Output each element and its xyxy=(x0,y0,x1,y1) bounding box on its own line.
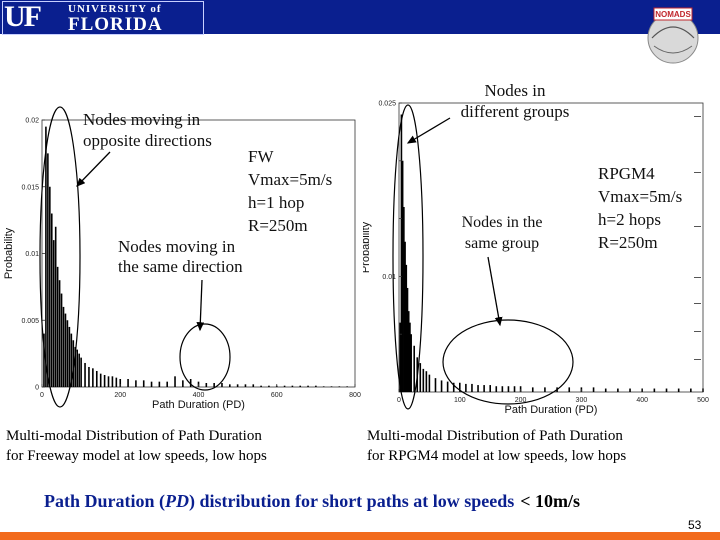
rpgm4-param-model: RPGM4 xyxy=(598,164,655,183)
y-tick-label: 0.01 xyxy=(382,274,396,281)
freeway-param-hops: h=1 hop xyxy=(248,193,305,212)
rpgm4-param-hops: h=2 hops xyxy=(598,210,661,229)
x-tick-label: 0 xyxy=(397,397,401,404)
rpgm4-param-vmax: Vmax=5m/s xyxy=(598,187,683,206)
x-tick-label: 800 xyxy=(349,392,361,399)
uf-university-line: UNIVERSITY of xyxy=(68,3,162,15)
rpgm4-caption-line2: for RPGM4 model at low speeds, low hops xyxy=(367,448,627,464)
nomads-logo: NOMADS xyxy=(647,7,699,64)
dash-mark xyxy=(694,277,701,278)
dash-mark xyxy=(694,116,701,117)
page-number: 53 xyxy=(688,518,702,532)
arrow-opposite xyxy=(76,151,111,187)
same-direction-ellipse xyxy=(179,323,231,391)
dash-mark xyxy=(694,331,701,332)
arrow-same-direction xyxy=(196,279,205,332)
dash-mark xyxy=(694,359,701,360)
rpgm4-pd-chart: 0 100 200 300 400 500 0.01 0.025 Path Duration (… xyxy=(363,101,709,417)
uf-florida-line: FLORIDA xyxy=(68,14,163,35)
callout-different-line2: different groups xyxy=(460,102,570,121)
summary-limit: < 10m/s xyxy=(520,491,580,511)
y-tick-label: 0.02 xyxy=(25,118,39,125)
x-tick-label: 100 xyxy=(454,397,466,404)
x-tick-label: 500 xyxy=(697,397,709,404)
slide-summary: Path Duration (PD) distribution for shor… xyxy=(44,491,580,512)
y-tick-label: 0 xyxy=(35,385,39,392)
plot-frame xyxy=(398,102,704,393)
freeway-param-vmax: Vmax=5m/s xyxy=(248,170,333,189)
dash-mark xyxy=(694,303,701,304)
callout-same-direction-line1: Nodes moving in xyxy=(118,237,236,256)
callout-same-group-line1: Nodes in the xyxy=(461,214,543,231)
summary-suffix: ) distribution for short paths at low sp… xyxy=(189,491,515,511)
freeway-params: FW Vmax=5m/s h=1 hop R=250m xyxy=(248,145,332,237)
same-group-ellipse xyxy=(442,319,574,405)
x-tick-label: 0 xyxy=(40,392,44,399)
x-tick-label: 400 xyxy=(636,397,648,404)
x-tick-label: 200 xyxy=(515,397,527,404)
callout-different-line1: Nodes in xyxy=(484,81,546,100)
y-tick-label: 0.015 xyxy=(21,184,39,191)
freeway-caption-line1: Multi-modal Distribution of Path Duratio… xyxy=(6,428,262,444)
freeway-param-model: FW xyxy=(248,147,274,166)
freeway-caption: Multi-modal Distribution of Path Duratio… xyxy=(6,426,267,466)
bottom-accent-bar xyxy=(0,532,720,540)
arrow-different-groups xyxy=(406,117,451,144)
dash-mark xyxy=(694,172,701,173)
freeway-caption-line2: for Freeway model at low speeds, low hop… xyxy=(6,448,267,464)
x-axis-label: Path Duration (PD) xyxy=(505,404,598,416)
nomads-logo-text: NOMADS xyxy=(655,10,691,19)
dash-mark xyxy=(694,226,701,227)
callout-same-direction-line2: the same direction xyxy=(118,257,243,276)
summary-pd: PD xyxy=(165,491,189,511)
y-axis-label: Probability xyxy=(3,227,15,279)
summary-prefix: Path Duration ( xyxy=(44,491,165,511)
x-tick-label: 600 xyxy=(271,392,283,399)
freeway-param-range: R=250m xyxy=(248,216,308,235)
uf-logo-mark: UF xyxy=(4,0,42,33)
different-groups-ellipse xyxy=(392,104,424,410)
y-tick-label: 0.025 xyxy=(378,101,396,108)
callout-same-direction: Nodes moving in the same direction xyxy=(118,237,243,277)
opposite-direction-ellipse xyxy=(39,106,81,408)
x-tick-label: 300 xyxy=(576,397,588,404)
callout-opposite: Nodes moving in opposite directions xyxy=(83,109,212,151)
y-tick-label: 0.005 xyxy=(21,318,39,325)
y-tick-label: 0.01 xyxy=(25,251,39,258)
freeway-pd-chart: 0 200 400 600 800 0 0.005 0.01 0.015 0.02 Path Dur… xyxy=(3,106,361,411)
callout-opposite-line1: Nodes moving in xyxy=(83,110,201,129)
uf-logo-name: UNIVERSITY of FLORIDA xyxy=(68,3,163,35)
x-tick-label: 400 xyxy=(193,392,205,399)
rpgm4-caption-line1: Multi-modal Distribution of Path Duratio… xyxy=(367,428,623,444)
rpgm4-param-range: R=250m xyxy=(598,233,658,252)
callout-different-groups: Nodes in different groups xyxy=(450,80,580,122)
callout-opposite-line2: opposite directions xyxy=(83,131,212,150)
y-axis-label: Probability xyxy=(363,221,372,273)
x-axis-label: Path Duration (PD) xyxy=(152,399,245,411)
rpgm4-caption: Multi-modal Distribution of Path Duratio… xyxy=(367,426,626,466)
x-tick-label: 200 xyxy=(114,392,126,399)
rpgm4-params: RPGM4 Vmax=5m/s h=2 hops R=250m xyxy=(598,162,682,254)
arrow-same-group xyxy=(487,256,503,327)
callout-same-group-line2: same group xyxy=(464,235,540,252)
callout-same-group: Nodes in the same group xyxy=(447,212,557,254)
header-banner: UF UNIVERSITY of FLORIDA xyxy=(0,0,720,35)
uf-logo-frame xyxy=(2,1,204,35)
